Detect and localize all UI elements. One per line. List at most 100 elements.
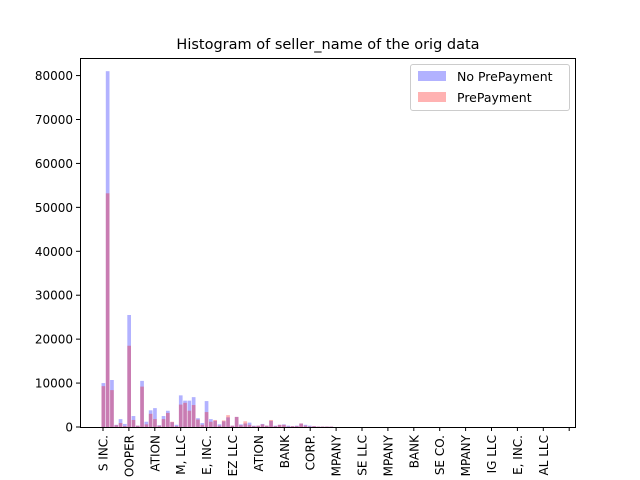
legend-swatch-1 [418,92,446,102]
bar-series-0-1 [105,71,110,428]
bar-series-1-33 [243,421,248,427]
bar-series-1-40 [273,426,278,427]
y-tick-label-5: 50000 [35,201,73,215]
y-tick-label-7: 70000 [35,113,73,127]
bar-series-1-4 [118,423,123,427]
series-no-prepayment-bars [101,71,334,428]
bar-series-0-24 [204,401,209,427]
bar-series-1-20 [187,410,192,427]
bar-series-1-22 [196,419,200,427]
bar-series-1-16 [170,421,174,427]
bar-series-1-37 [260,424,265,427]
plot-area [80,58,576,427]
bar-series-0-45 [295,425,299,427]
bar-series-1-11 [148,413,153,427]
legend-swatch-0 [418,71,446,81]
bar-series-0-15 [166,410,170,427]
bar-series-0-44 [290,426,295,427]
bar-series-1-28 [221,420,226,427]
bar-series-1-13 [157,425,162,427]
bar-series-0-3 [114,424,119,427]
legend-box [410,64,570,111]
bar-series-1-36 [256,425,260,427]
bar-series-1-42 [282,424,286,427]
bar-series-0-19 [183,400,187,427]
bar-series-1-39 [269,419,273,427]
bar-series-1-47 [303,425,308,427]
bar-series-1-15 [166,412,170,427]
x-tick-label-16: E, INC. [511,435,525,475]
bar-series-1-2 [110,390,114,427]
bar-series-0-17 [174,424,179,427]
bar-series-1-46 [299,423,303,427]
x-tick-label-12: BANK [407,434,421,468]
bar-series-1-34 [247,424,252,427]
bar-series-1-1 [105,193,110,427]
x-tick-label-9: MPANY [330,434,344,476]
y-axis: 0 10000 20000 30000 40000 50000 60000 70000 8000… [35,69,80,435]
bar-series-0-6 [127,314,131,427]
x-tick-label-1: OOPER [122,435,136,477]
y-tick-label-3: 30000 [35,289,73,303]
bar-series-0-8 [135,425,140,427]
legend: No PrePayment PrePayment [410,64,570,111]
bar-series-0-32 [239,424,243,427]
bar-series-0-37 [260,423,265,427]
x-tick-label-7: BANK [278,434,292,468]
bar-series-0-0 [101,383,106,427]
bar-series-1-31 [234,416,239,427]
bar-series-1-18 [178,404,183,427]
bar-series-1-7 [131,419,136,427]
x-tick-label-2: ATION [148,435,162,472]
bar-series-1-49 [312,426,316,427]
bar-series-0-40 [273,425,278,427]
bar-series-0-49 [312,426,316,427]
bar-series-0-21 [191,397,196,427]
bar-series-1-12 [153,419,157,427]
bar-series-0-29 [226,417,230,427]
bar-series-1-5 [123,426,127,427]
bar-series-0-5 [123,423,127,427]
x-tick-label-8: CORP. [304,435,318,470]
bar-series-0-25 [209,419,213,427]
y-tick-label-1: 10000 [35,377,73,391]
y-tick-label-0: 0 [65,421,73,435]
x-tick-label-6: ATION [252,435,266,472]
bar-series-0-2 [110,380,114,427]
bar-series-1-29 [226,415,230,427]
bar-series-0-47 [303,424,308,427]
bar-series-1-8 [135,425,140,427]
bar-series-0-46 [299,423,303,427]
x-tick-label-11: MPANY [381,434,395,476]
bar-series-1-14 [161,419,166,427]
bar-series-0-48 [307,425,312,427]
bar-series-1-26 [213,419,217,427]
y-tick-label-2: 20000 [35,333,73,347]
bar-series-0-42 [282,424,286,427]
y-tick-label-8: 80000 [35,69,73,83]
bar-series-1-3 [114,425,119,427]
bar-series-0-20 [187,400,192,427]
bar-series-1-19 [183,402,187,427]
y-tick-label-6: 60000 [35,157,73,171]
bar-series-1-25 [209,421,213,427]
bar-series-1-9 [140,386,144,427]
x-tick-label-4: E, INC. [200,435,214,475]
bar-series-1-21 [191,405,196,427]
x-tick-label-10: SE LLC [356,435,370,476]
bar-series-0-13 [157,425,162,427]
bar-series-0-33 [243,423,248,427]
bar-series-1-32 [239,425,243,427]
bar-series-0-18 [178,395,183,427]
bar-series-0-30 [230,425,235,427]
bar-series-1-45 [295,426,299,427]
y-tick-label-4: 40000 [35,245,73,259]
bar-series-0-27 [217,424,222,427]
bar-series-0-26 [213,420,217,427]
bar-series-0-28 [221,421,226,427]
bar-series-0-38 [264,425,269,427]
x-tick-label-0: S INC. [97,435,111,471]
chart-title: Histogram of seller_name of the orig dat… [176,37,479,53]
bar-series-0-14 [161,416,166,427]
